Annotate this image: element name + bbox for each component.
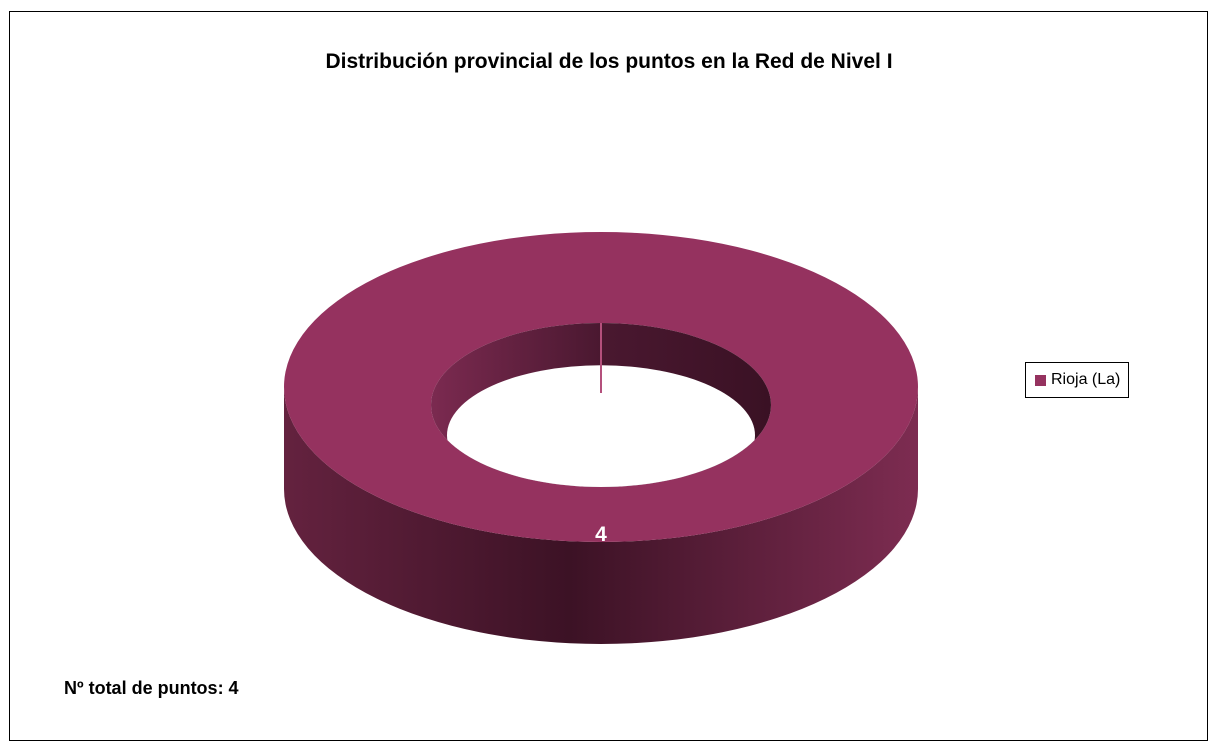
legend-label-rioja: Rioja (La) [1051, 371, 1121, 388]
donut-slice-rioja [284, 232, 918, 542]
donut-hole [447, 365, 755, 487]
slice-value-label: 4 [595, 523, 607, 546]
donut-outer-side [284, 387, 918, 644]
total-points-label: Nº total de puntos: 4 [64, 678, 239, 698]
legend: Rioja (La) [1025, 362, 1130, 398]
chart-title: Distribución provincial de los puntos en… [325, 50, 893, 73]
legend-swatch-rioja [1035, 374, 1046, 386]
